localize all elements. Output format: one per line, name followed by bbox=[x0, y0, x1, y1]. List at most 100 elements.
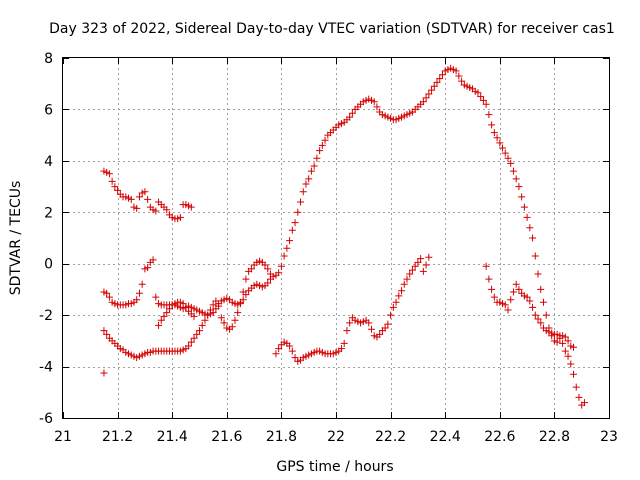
data-point bbox=[100, 327, 108, 335]
data-point bbox=[272, 350, 280, 358]
data-point bbox=[152, 293, 160, 301]
data-point bbox=[482, 100, 490, 108]
data-point bbox=[512, 280, 520, 288]
data-point bbox=[149, 256, 157, 264]
data-point bbox=[348, 109, 356, 117]
data-point bbox=[561, 347, 569, 355]
data-point bbox=[523, 213, 531, 221]
data-point bbox=[507, 296, 515, 304]
data-point bbox=[428, 86, 436, 94]
data-point bbox=[572, 383, 580, 391]
data-point bbox=[539, 298, 547, 306]
data-point bbox=[509, 288, 517, 296]
data-point bbox=[488, 121, 496, 129]
data-point bbox=[564, 352, 572, 360]
data-point bbox=[288, 226, 296, 234]
data-point bbox=[477, 93, 485, 101]
data-point bbox=[438, 71, 446, 79]
data-point bbox=[135, 193, 143, 201]
data-point bbox=[291, 354, 299, 362]
data-point bbox=[111, 183, 119, 191]
data-point bbox=[215, 302, 223, 310]
data-point bbox=[436, 75, 444, 83]
data-point bbox=[580, 399, 588, 407]
data-point bbox=[381, 324, 389, 332]
data-point bbox=[307, 167, 315, 175]
data-point bbox=[395, 292, 403, 300]
grid bbox=[63, 58, 609, 418]
data-point bbox=[160, 312, 168, 320]
data-point bbox=[534, 270, 542, 278]
x-tick-label: 22.4 bbox=[430, 429, 461, 445]
y-tick-label: 2 bbox=[44, 205, 53, 221]
data-point bbox=[201, 316, 209, 324]
data-point bbox=[294, 208, 302, 216]
data-point bbox=[190, 334, 198, 342]
data-point bbox=[411, 262, 419, 270]
data-point bbox=[474, 89, 482, 97]
data-point bbox=[403, 275, 411, 283]
data-point bbox=[144, 195, 152, 203]
chart-title: Day 323 of 2022, Sidereal Day-to-day VTE… bbox=[49, 21, 615, 37]
data-point bbox=[501, 301, 509, 309]
data-point bbox=[553, 338, 561, 346]
data-point bbox=[515, 285, 523, 293]
data-point bbox=[490, 293, 498, 301]
data-point bbox=[425, 90, 433, 98]
data-point bbox=[103, 289, 111, 297]
data-point bbox=[286, 342, 294, 350]
data-point bbox=[504, 306, 512, 314]
data-point bbox=[531, 311, 539, 319]
data-point bbox=[504, 154, 512, 162]
data-point bbox=[209, 301, 217, 309]
data-point bbox=[277, 262, 285, 270]
data-point bbox=[108, 177, 116, 185]
data-point bbox=[185, 342, 193, 350]
data-point bbox=[389, 303, 397, 311]
data-point bbox=[138, 280, 146, 288]
data-point bbox=[452, 67, 460, 75]
data-point bbox=[182, 303, 190, 311]
data-point bbox=[155, 321, 163, 329]
data-point bbox=[564, 337, 572, 345]
data-point bbox=[559, 339, 567, 347]
data-point bbox=[376, 330, 384, 338]
data-point bbox=[520, 203, 528, 211]
data-point bbox=[365, 319, 373, 327]
data-point bbox=[570, 343, 578, 351]
data-point bbox=[485, 275, 493, 283]
data-point bbox=[346, 113, 354, 121]
y-tick-label: 0 bbox=[44, 257, 53, 273]
data-point bbox=[196, 327, 203, 335]
data-point bbox=[299, 188, 307, 196]
x-tick-label: 21.6 bbox=[211, 429, 242, 445]
data-point bbox=[433, 78, 441, 86]
data-point bbox=[193, 330, 201, 338]
y-tick-label: 4 bbox=[44, 154, 53, 170]
data-point bbox=[537, 319, 545, 327]
axis-ticks bbox=[63, 58, 610, 419]
data-point bbox=[509, 167, 517, 175]
data-point bbox=[100, 369, 108, 377]
data-point bbox=[228, 323, 236, 331]
data-point bbox=[264, 279, 272, 287]
data-point bbox=[337, 345, 345, 353]
data-point bbox=[283, 244, 291, 252]
data-point bbox=[297, 198, 305, 206]
data-point bbox=[392, 298, 400, 306]
y-tick-label: 6 bbox=[44, 102, 53, 118]
data-point bbox=[220, 319, 228, 327]
y-tick-labels: -6 -4 -2 0 2 4 6 8 bbox=[39, 51, 53, 427]
data-point bbox=[367, 325, 375, 333]
data-point bbox=[247, 265, 255, 273]
data-point bbox=[499, 144, 507, 152]
x-axis-label: GPS time / hours bbox=[276, 459, 393, 475]
data-point bbox=[264, 265, 272, 273]
data-point bbox=[114, 186, 122, 194]
data-point bbox=[417, 255, 425, 263]
data-point bbox=[313, 154, 321, 162]
data-point bbox=[288, 347, 296, 355]
data-point bbox=[157, 316, 165, 324]
data-point bbox=[127, 195, 135, 203]
